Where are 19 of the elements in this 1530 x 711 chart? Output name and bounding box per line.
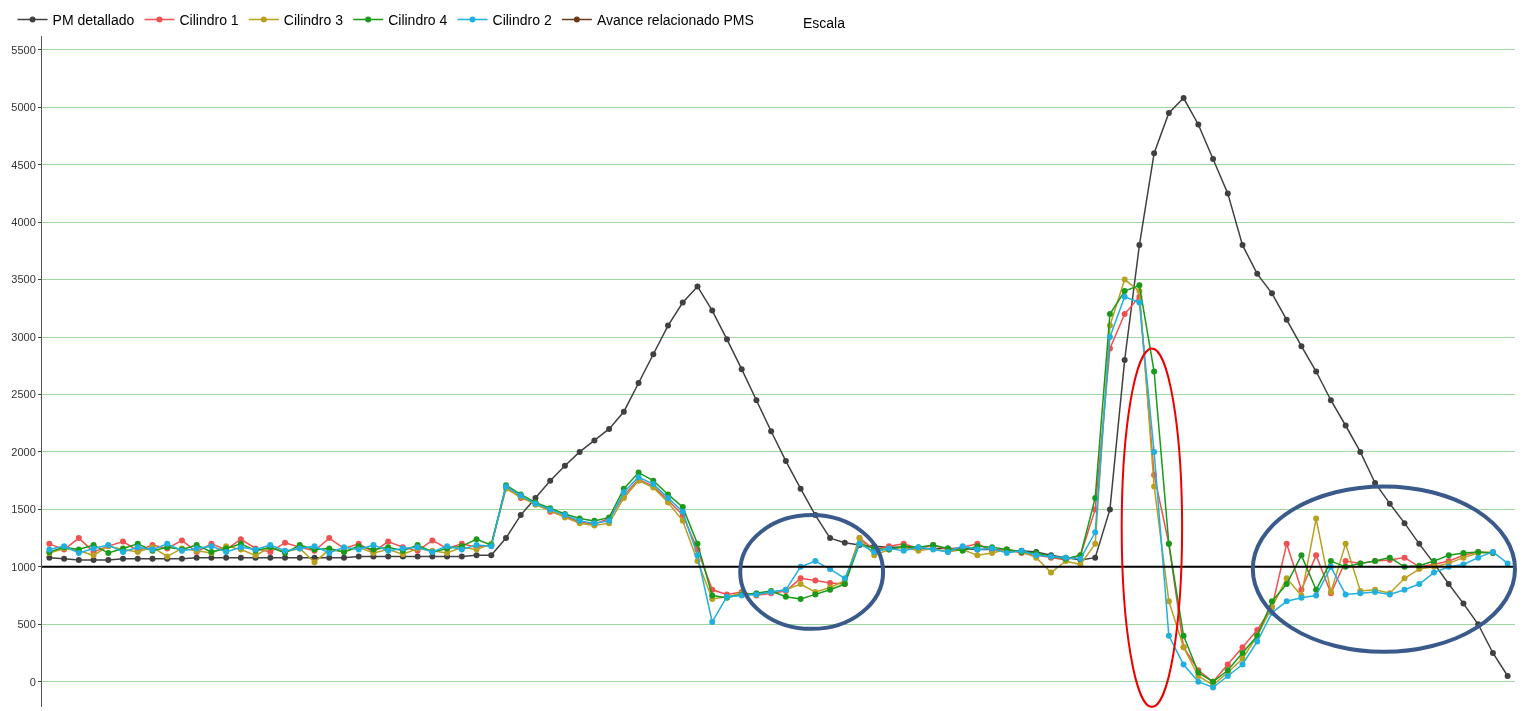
legend-label: Cilindro 2 — [492, 12, 552, 29]
y-tick-label: 5000 — [11, 101, 36, 114]
y-tick-label: 4000 — [11, 215, 36, 228]
y-tick-label: 3500 — [11, 273, 36, 286]
legend-label: PM detallado — [52, 12, 135, 29]
y-tick-label: 2500 — [11, 388, 36, 401]
y-tick-label: 1000 — [11, 560, 36, 573]
legend-label: Cilindro 1 — [179, 12, 239, 29]
legend-label: Avance relacionado PMS — [596, 12, 754, 29]
y-tick-label: 2000 — [11, 445, 36, 458]
y-tick-label: 5500 — [11, 43, 36, 56]
text: Escala — [803, 15, 846, 31]
legend-label: Cilindro 4 — [388, 12, 448, 29]
legend-label: Cilindro 3 — [283, 12, 344, 29]
y-tick-label: 500 — [17, 618, 36, 631]
y-tick-label: 1500 — [11, 503, 36, 516]
y-tick-label: 3000 — [11, 330, 36, 343]
y-tick-label: 4500 — [11, 158, 36, 171]
y-tick-label: 0 — [29, 675, 36, 688]
